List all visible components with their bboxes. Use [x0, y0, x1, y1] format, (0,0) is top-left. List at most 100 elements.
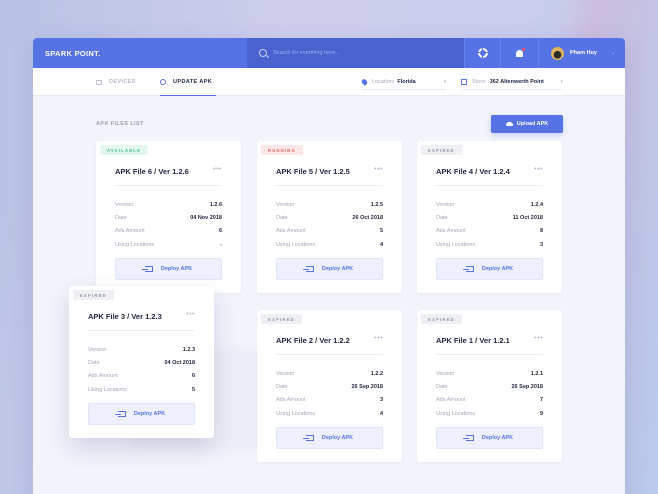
field-label: Version — [436, 370, 455, 377]
ads-value: 3 — [379, 397, 383, 404]
field-label: Version — [276, 370, 295, 377]
deploy-apk-button[interactable]: Deploy APK — [88, 403, 195, 425]
help-button[interactable] — [464, 38, 500, 68]
apk-card: EXPIRED APK File 1 / Ver 1.2.1 ••• Versi… — [417, 310, 562, 462]
store-value: 362 Altenwerth Point — [489, 78, 544, 85]
brand-logo[interactable]: SPARK POINT. — [45, 48, 101, 58]
deploy-label: Deploy APK — [481, 435, 514, 441]
divider — [88, 330, 195, 331]
deploy-icon — [302, 266, 314, 272]
apk-card-dragging[interactable]: EXPIRED APK File 3 / Ver 1.2.3 ••• Versi… — [69, 286, 214, 438]
chevron-down-icon: ▾ — [560, 78, 563, 85]
card-title: APK File 6 / Ver 1.2.6 — [115, 167, 189, 176]
ads-value: 7 — [539, 397, 543, 404]
date-value: 11 Oct 2018 — [512, 214, 543, 221]
deploy-apk-button[interactable]: Deploy APK — [115, 258, 222, 280]
more-options-icon[interactable]: ••• — [186, 311, 195, 318]
upload-label: Upload APK — [516, 121, 549, 127]
field-label: Date — [88, 359, 100, 366]
version-value: 1.2.4 — [530, 201, 543, 208]
deploy-apk-button[interactable]: Deploy APK — [436, 258, 543, 280]
tab-label: DEVICES — [109, 79, 136, 85]
field-label: Version — [115, 201, 134, 208]
locations-value: 5 — [191, 386, 195, 393]
card-title: APK File 2 / Ver 1.2.2 — [276, 336, 350, 345]
search-bar — [247, 38, 464, 68]
apk-card: RUNNING APK File 5 / Ver 1.2.5 ••• Versi… — [257, 141, 402, 293]
divider — [276, 185, 383, 186]
store-icon — [461, 78, 467, 85]
location-label: Location: — [372, 78, 395, 85]
deploy-icon — [302, 435, 314, 441]
chevron-down-icon: ⌄ — [610, 50, 616, 56]
deploy-icon — [141, 266, 153, 272]
field-label: Version — [436, 201, 455, 208]
user-menu[interactable]: Pham Huy ⌄ — [538, 38, 625, 68]
date-value: 04 Nov 2018 — [190, 214, 222, 221]
field-label: Date — [115, 214, 127, 221]
divider — [436, 354, 543, 355]
tab-devices[interactable]: DEVICES — [96, 68, 136, 96]
field-label: Ads Amount — [88, 373, 118, 380]
location-pin-icon — [360, 77, 369, 86]
field-label: Ads Amount — [436, 228, 466, 235]
more-options-icon[interactable]: ••• — [534, 166, 543, 173]
field-label: Using Locations — [436, 241, 476, 248]
field-label: Date — [276, 214, 288, 221]
apk-card: EXPIRED APK File 4 / Ver 1.2.4 ••• Versi… — [417, 141, 562, 293]
lifebuoy-icon — [476, 47, 488, 58]
deploy-icon — [462, 435, 474, 441]
upload-apk-button[interactable]: Upload APK — [491, 115, 563, 133]
sub-navigation: DEVICES UPDATE APK Location: Florida ▾ S… — [33, 68, 625, 96]
field-label: Using Locations — [115, 241, 155, 248]
locations-value: 4 — [379, 410, 383, 417]
field-label: Ads Amount — [436, 397, 466, 404]
bell-icon — [516, 47, 525, 57]
locations-value: 3 — [539, 241, 543, 248]
more-options-icon[interactable]: ••• — [374, 166, 383, 173]
monitor-icon — [96, 79, 102, 85]
field-label: Ads Amount — [115, 228, 145, 235]
field-label: Using Locations — [276, 410, 316, 417]
version-value: 1.2.3 — [182, 346, 195, 353]
avatar — [551, 46, 564, 60]
field-label: Date — [436, 214, 448, 221]
deploy-label: Deploy APK — [481, 266, 514, 272]
location-value: Florida — [397, 78, 416, 85]
more-options-icon[interactable]: ••• — [213, 166, 222, 173]
deploy-apk-button[interactable]: Deploy APK — [276, 258, 383, 280]
status-badge: AVAILABLE — [100, 145, 149, 155]
field-label: Version — [276, 201, 295, 208]
gear-icon — [160, 78, 166, 85]
version-value: 1.2.5 — [370, 201, 383, 208]
status-badge: EXPIRED — [421, 314, 462, 324]
divider — [115, 185, 222, 186]
deploy-apk-button[interactable]: Deploy APK — [276, 427, 383, 449]
more-options-icon[interactable]: ••• — [534, 335, 543, 342]
field-label: Version — [88, 346, 107, 353]
version-value: 1.2.1 — [530, 370, 543, 377]
field-label: Using Locations — [276, 241, 316, 248]
tab-label: UPDATE APK — [173, 78, 213, 85]
store-dropdown[interactable]: Store: 362 Altenwerth Point ▾ — [461, 74, 563, 90]
tab-update-apk[interactable]: UPDATE APK — [160, 68, 217, 96]
divider — [276, 354, 383, 355]
deploy-label: Deploy APK — [321, 435, 354, 441]
ads-value: 8 — [539, 228, 543, 235]
deploy-apk-button[interactable]: Deploy APK — [436, 427, 543, 449]
notifications-button[interactable] — [500, 38, 538, 68]
location-dropdown[interactable]: Location: Florida ▾ — [360, 74, 446, 90]
deploy-icon — [462, 266, 474, 272]
date-value: 04 Oct 2018 — [164, 359, 195, 366]
date-value: 26 Sep 2018 — [351, 383, 384, 390]
more-options-icon[interactable]: ••• — [374, 335, 383, 342]
cloud-upload-icon — [505, 122, 513, 126]
app-window: SPARK POINT. Pham Huy ⌄ DEVICES UPDATE A… — [33, 38, 625, 494]
field-label: Ads Amount — [276, 228, 306, 235]
user-name: Pham Huy — [570, 50, 597, 56]
top-bar: SPARK POINT. Pham Huy ⌄ — [33, 38, 625, 68]
search-input[interactable] — [273, 50, 453, 56]
status-badge: EXPIRED — [261, 314, 302, 324]
ads-value: 5 — [379, 228, 383, 235]
ads-value: 6 — [191, 373, 195, 380]
